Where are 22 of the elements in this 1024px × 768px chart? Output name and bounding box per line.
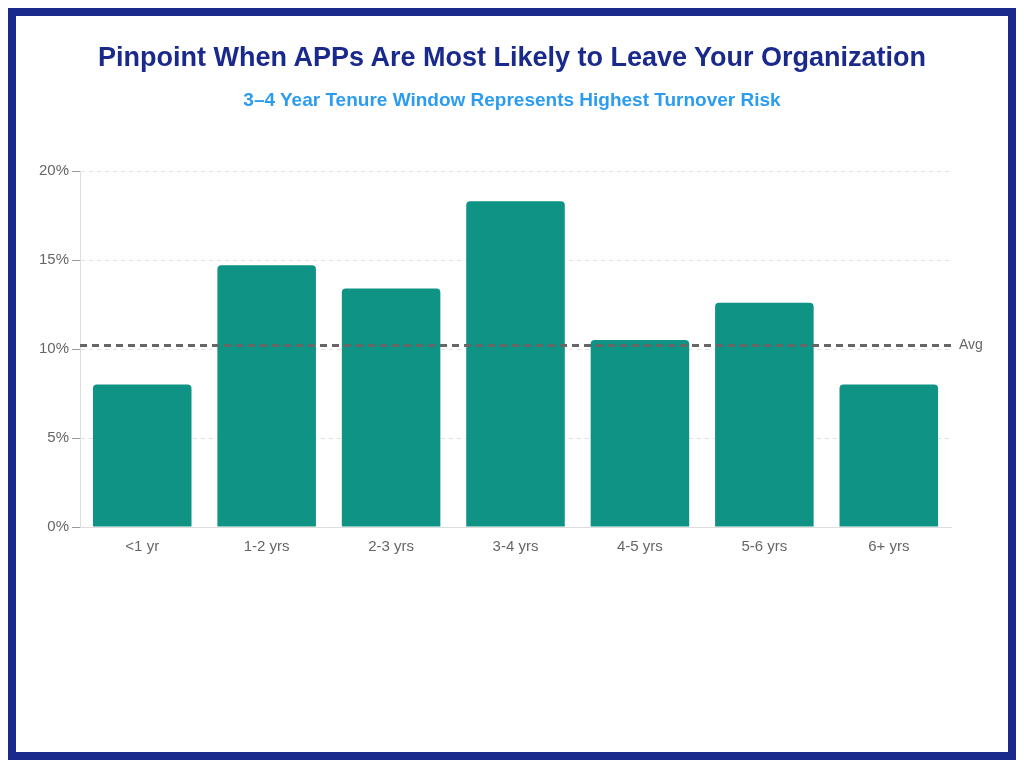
bar [590,340,690,527]
x-tick-label: 4-5 yrs [617,537,663,555]
bar [715,302,814,527]
bar [92,384,192,527]
x-tick-label: <1 yr [125,537,160,555]
bar [341,288,441,527]
x-tick-label: 3-4 yrs [492,537,539,555]
y-tick-label: 0% [47,517,70,535]
chart-title: Pinpoint When APPs Are Most Likely to Leave Your Organization [96,42,928,73]
bar [466,201,565,527]
y-tick-label: 20% [38,161,70,179]
x-tick-label: 2-3 yrs [368,537,415,555]
y-tick-label: 15% [38,250,70,268]
y-tick-label: 10% [38,339,70,357]
ref-line-label: Avg [959,336,983,353]
x-tick-label: 5-6 yrs [741,537,788,555]
chart-subtitle: 3–4 Year Tenure Window Represents Highest Turnover Risk [242,89,782,111]
x-tick-label: 1-2 yrs [243,537,290,555]
x-tick-label: 6+ yrs [868,537,910,555]
bar [217,265,316,527]
y-tick-label: 5% [47,428,70,446]
bar [839,384,939,527]
